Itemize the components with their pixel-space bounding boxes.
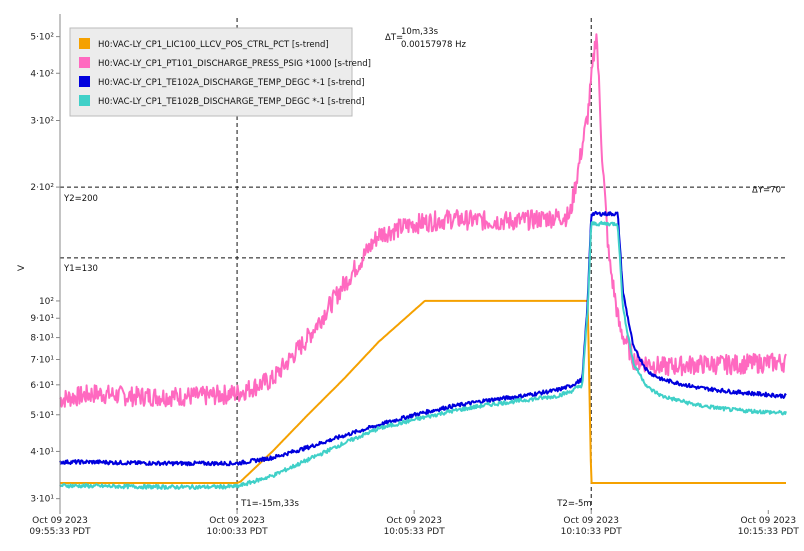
legend-label: H0:VAC-LY_CP1_LIC100_LLCV_POS_CTRL_PCT [… xyxy=(98,40,329,50)
legend-swatch xyxy=(79,76,90,87)
y-tick-label: 7·10¹ xyxy=(30,356,54,366)
cursor-y1-label: Y1=130 xyxy=(63,264,98,274)
delta-t-prefix: ΔT= xyxy=(385,33,403,43)
series-line-1 xyxy=(59,33,787,408)
y-tick-label: 3·10¹ xyxy=(30,495,54,505)
cursor-y2-label: Y2=200 xyxy=(63,194,98,204)
x-tick-label: Oct 09 2023 xyxy=(740,516,796,526)
legend-label: H0:VAC-LY_CP1_TE102A_DISCHARGE_TEMP_DEGC… xyxy=(98,78,365,88)
cursor-annotations: T1=-15m,33s T2=-5m Y2=200 Y1=130 ΔY=70 ΔT=10m… xyxy=(63,27,781,509)
cursor-t2-label: T2=-5m xyxy=(556,499,591,509)
y-tick-label: 5·10¹ xyxy=(30,411,54,421)
y-tick-label: 3·10² xyxy=(30,117,54,127)
x-tick-label: 09:55:33 PDT xyxy=(29,527,91,537)
y-tick-label: 9·10¹ xyxy=(30,314,54,324)
legend-swatch xyxy=(79,38,90,49)
x-tick-label: Oct 09 2023 xyxy=(386,516,442,526)
x-tick-label: 10:00:33 PDT xyxy=(207,527,269,537)
legend-label: H0:VAC-LY_CP1_TE102B_DISCHARGE_TEMP_DEGC… xyxy=(98,97,365,107)
x-tick-label: 10:05:33 PDT xyxy=(384,527,446,537)
y-tick-label: 2·10² xyxy=(30,183,54,193)
x-tick-label: Oct 09 2023 xyxy=(563,516,619,526)
series-line-2 xyxy=(59,210,787,467)
cursor-t1-label: T1=-15m,33s xyxy=(240,499,299,509)
delta-y-label: ΔY=70 xyxy=(752,185,781,195)
delta-t-frequency: 0.00157978 Hz xyxy=(401,40,466,50)
x-tick-label: Oct 09 2023 xyxy=(209,516,265,526)
x-tick-label: Oct 09 2023 xyxy=(32,516,88,526)
x-tick-label: 10:15:33 PDT xyxy=(738,527,800,537)
y-tick-label: 4·10² xyxy=(30,69,54,79)
legend-box xyxy=(69,27,353,117)
y-tick-label: 4·10¹ xyxy=(30,447,54,457)
y-tick-label: 6·10¹ xyxy=(30,381,54,391)
x-tick-label: 10:10:33 PDT xyxy=(561,527,623,537)
legend-label: H0:VAC-LY_CP1_PT101_DISCHARGE_PRESS_PSIG… xyxy=(98,59,371,69)
series-line-0 xyxy=(59,299,787,484)
y-tick-label: 10² xyxy=(39,297,54,307)
legend-swatch xyxy=(79,57,90,68)
cursor-layer xyxy=(60,18,786,510)
y-tick-label: 8·10¹ xyxy=(30,334,54,344)
series-layer xyxy=(59,33,787,490)
delta-t-label: 10m,33s xyxy=(401,27,439,37)
axis-layer: 3·10¹ 4·10¹ 5·10¹ 6·10¹ 7·10¹ 8·10¹ 9·10¹ 10² 2·… xyxy=(17,14,799,537)
y-axis-title: V xyxy=(17,264,27,271)
series-line-3 xyxy=(59,220,787,490)
legend-swatch xyxy=(79,95,90,106)
legend: H0:VAC-LY_CP1_LIC100_LLCV_POS_CTRL_PCT [… xyxy=(69,27,371,117)
y-tick-label: 5·10² xyxy=(30,33,54,43)
